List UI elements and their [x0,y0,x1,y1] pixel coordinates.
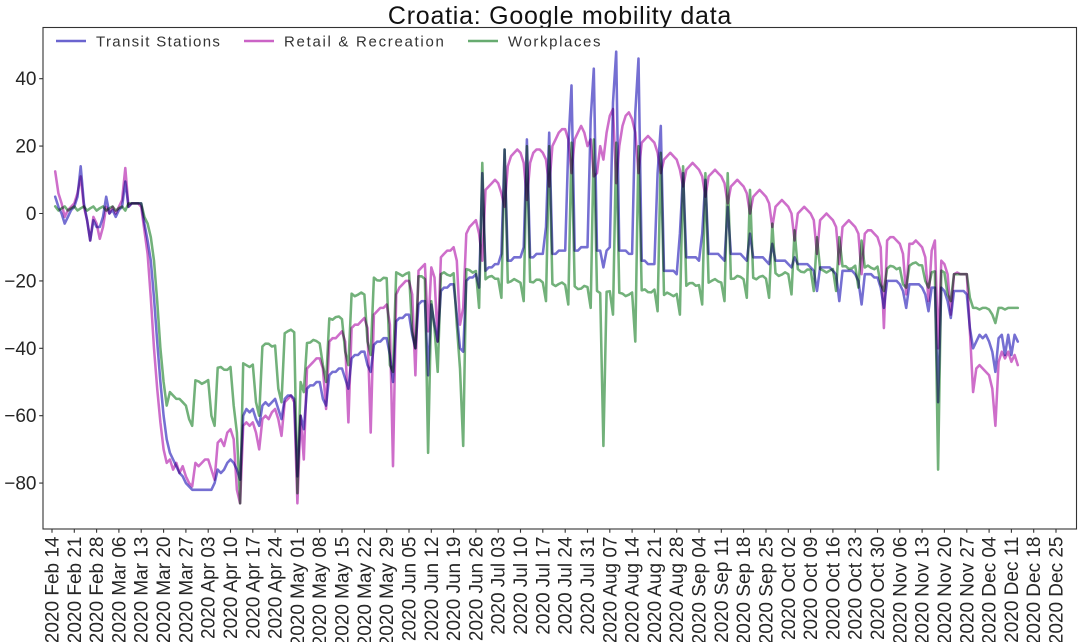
svg-text:2020 Dec 04: 2020 Dec 04 [980,536,1001,642]
svg-text:2020 Mar 13: 2020 Mar 13 [132,537,153,642]
svg-text:2020 Dec 18: 2020 Dec 18 [1024,537,1045,642]
svg-text:Transit Stations: Transit Stations [96,34,221,51]
svg-text:2020 Nov 20: 2020 Nov 20 [935,537,956,642]
svg-text:2020 Sep 25: 2020 Sep 25 [757,537,778,642]
svg-text:2020 Aug 28: 2020 Aug 28 [667,537,688,642]
svg-text:2020 Nov 13: 2020 Nov 13 [913,537,934,642]
svg-text:Retail & Recreation: Retail & Recreation [284,34,446,51]
svg-text:2020 May 15: 2020 May 15 [333,537,354,642]
svg-text:2020 May 29: 2020 May 29 [377,537,398,642]
svg-text:2020 Mar 27: 2020 Mar 27 [176,537,197,642]
svg-text:20: 20 [15,137,36,158]
svg-text:2020 Oct 23: 2020 Oct 23 [846,537,867,641]
svg-text:2020 Apr 03: 2020 Apr 03 [199,537,220,639]
svg-text:2020 Jun 12: 2020 Jun 12 [422,537,443,642]
svg-text:2020 Dec 11: 2020 Dec 11 [1002,537,1023,642]
svg-text:2020 Nov 06: 2020 Nov 06 [890,537,911,642]
svg-text:2020 Jul 10: 2020 Jul 10 [511,537,532,635]
svg-text:2020 Oct 30: 2020 Oct 30 [868,537,889,641]
svg-text:−40: −40 [4,339,36,360]
svg-text:2020 Apr 17: 2020 Apr 17 [243,537,264,639]
svg-text:40: 40 [15,69,36,90]
svg-text:2020 Sep 11: 2020 Sep 11 [712,537,733,642]
svg-text:2020 Aug 14: 2020 Aug 14 [623,536,644,642]
svg-text:2020 Oct 09: 2020 Oct 09 [801,537,822,641]
svg-text:2020 Feb 21: 2020 Feb 21 [65,537,86,642]
svg-text:2020 Mar 20: 2020 Mar 20 [154,537,175,642]
svg-text:2020 Jun 19: 2020 Jun 19 [444,537,465,642]
svg-text:2020 Oct 02: 2020 Oct 02 [779,537,800,641]
svg-text:2020 Jul 17: 2020 Jul 17 [533,537,554,635]
svg-text:2020 Sep 18: 2020 Sep 18 [734,537,755,642]
svg-text:2020 Mar 06: 2020 Mar 06 [109,537,130,642]
svg-text:2020 Jul 31: 2020 Jul 31 [578,537,599,635]
svg-text:2020 Feb 28: 2020 Feb 28 [87,537,108,642]
svg-text:2020 May 08: 2020 May 08 [310,537,331,642]
svg-text:Workplaces: Workplaces [508,34,602,51]
svg-text:2020 Jul 03: 2020 Jul 03 [489,537,510,635]
svg-text:2020 May 22: 2020 May 22 [355,537,376,642]
svg-text:2020 Jun 05: 2020 Jun 05 [400,537,421,642]
svg-text:−60: −60 [4,406,36,427]
svg-text:2020 Jun 26: 2020 Jun 26 [466,537,487,642]
svg-text:2020 Dec 25: 2020 Dec 25 [1047,537,1068,642]
svg-text:2020 Nov 27: 2020 Nov 27 [957,537,978,642]
svg-text:2020 May 01: 2020 May 01 [288,537,309,642]
svg-text:2020 Jul 24: 2020 Jul 24 [556,536,577,635]
svg-text:−80: −80 [4,474,36,495]
svg-text:2020 Apr 24: 2020 Apr 24 [266,536,287,639]
svg-text:2020 Oct 16: 2020 Oct 16 [823,537,844,641]
svg-text:2020 Sep 04: 2020 Sep 04 [690,536,711,642]
svg-text:2020 Aug 21: 2020 Aug 21 [645,537,666,642]
svg-text:0: 0 [26,204,37,225]
svg-text:2020 Aug 07: 2020 Aug 07 [600,537,621,642]
svg-text:−20: −20 [4,271,36,292]
svg-text:2020 Feb 14: 2020 Feb 14 [43,536,64,642]
svg-text:2020 Apr 10: 2020 Apr 10 [221,537,242,639]
